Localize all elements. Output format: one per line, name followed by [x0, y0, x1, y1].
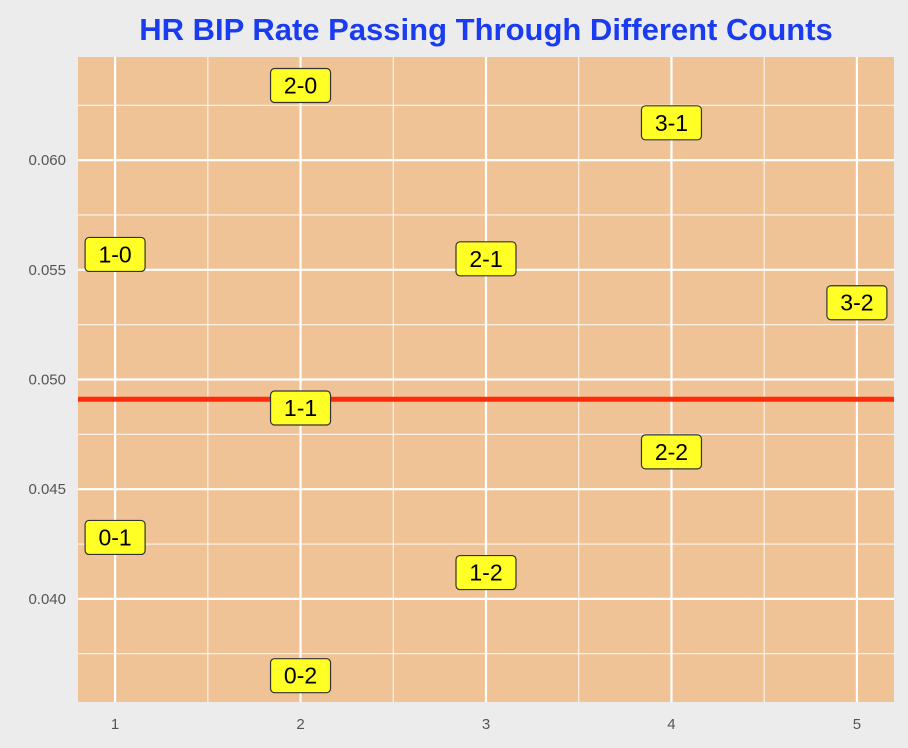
- point-label: 2-0: [284, 73, 317, 99]
- x-tick-label: 2: [296, 716, 304, 733]
- y-tick-label: 0.055: [28, 262, 66, 279]
- point-label-box: [640, 105, 703, 141]
- point-label: 1-0: [98, 241, 131, 267]
- chart-title: HR BIP Rate Passing Through Different Co…: [139, 12, 833, 47]
- point-label-box: [84, 236, 146, 273]
- y-tick-label: 0.060: [28, 152, 66, 169]
- point-label: 0-1: [98, 524, 131, 550]
- x-tick-label: 3: [482, 716, 490, 733]
- y-tick-label: 0.050: [28, 372, 66, 389]
- point-label: 2-2: [655, 439, 688, 465]
- point-label-box: [455, 241, 517, 277]
- point-label: 1-1: [284, 395, 317, 421]
- point-label-box: [640, 434, 703, 470]
- y-tick-label: 0.040: [28, 591, 66, 608]
- point-label-box: [269, 658, 332, 694]
- point-label: 1-2: [469, 560, 502, 586]
- x-tick-label: 5: [853, 716, 861, 733]
- point-label: 2-1: [469, 246, 502, 272]
- point-label-box: [84, 519, 146, 556]
- point-label-box: [455, 554, 517, 591]
- point-label: 0-2: [284, 663, 317, 689]
- x-tick-label: 4: [667, 716, 675, 733]
- point-label-box: [269, 390, 332, 426]
- point-label-box: [826, 285, 888, 321]
- point-label: 3-1: [655, 110, 688, 136]
- point-label: 3-2: [840, 290, 873, 316]
- point-label-box: [269, 67, 332, 104]
- y-tick-label: 0.045: [28, 481, 66, 498]
- x-tick-label: 1: [111, 716, 119, 733]
